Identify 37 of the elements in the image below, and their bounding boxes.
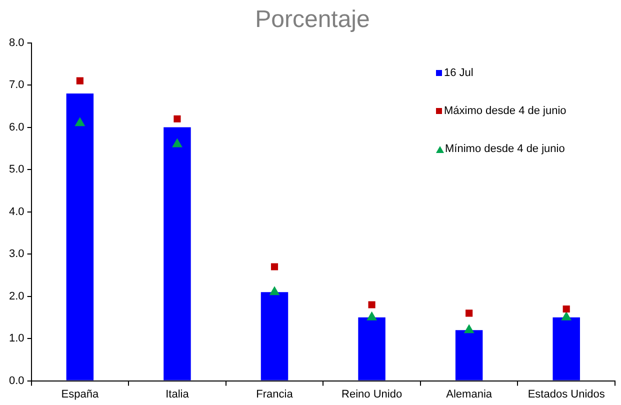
x-tick-label: Reino Unido [342,388,402,400]
point [76,77,84,84]
point [368,301,376,308]
bar [455,330,483,380]
x-tick-label: Estados Unidos [528,388,606,400]
bar [358,317,386,380]
point [172,138,182,148]
legend-label: Máximo desde 4 de junio [444,105,566,117]
y-tick-label: 7.0 [8,79,24,92]
point [366,311,377,320]
bar [164,127,191,380]
y-tick-label: 8.0 [8,36,24,49]
point [466,310,473,317]
y-tick-label: 1.0 [8,332,24,345]
y-tick-label: 5.0 [8,164,24,176]
legend-label: Mínimo desde 4 de junio [445,143,565,155]
point [562,305,570,313]
point [269,286,280,296]
x-tick-label: Italia [166,388,190,400]
bar [552,317,580,380]
y-tick-label: 2.0 [8,290,24,302]
y-tick-label: 3.0 [8,248,24,260]
bar [260,292,288,380]
y-tick-label: 0.0 [8,374,24,387]
point [270,263,278,270]
y-tick-label: 4.0 [8,206,24,218]
point [174,115,181,122]
legend-label: 16 Jul [444,67,474,79]
x-tick-label: España [61,388,100,400]
x-tick-label: Alemania [446,388,493,400]
x-tick-label: Francia [256,388,294,400]
bar [66,94,94,380]
y-tick-label: 6.0 [8,121,24,134]
point [561,311,572,320]
point [464,324,474,334]
chart-title: Porcentaje [255,6,370,34]
point [74,117,86,126]
